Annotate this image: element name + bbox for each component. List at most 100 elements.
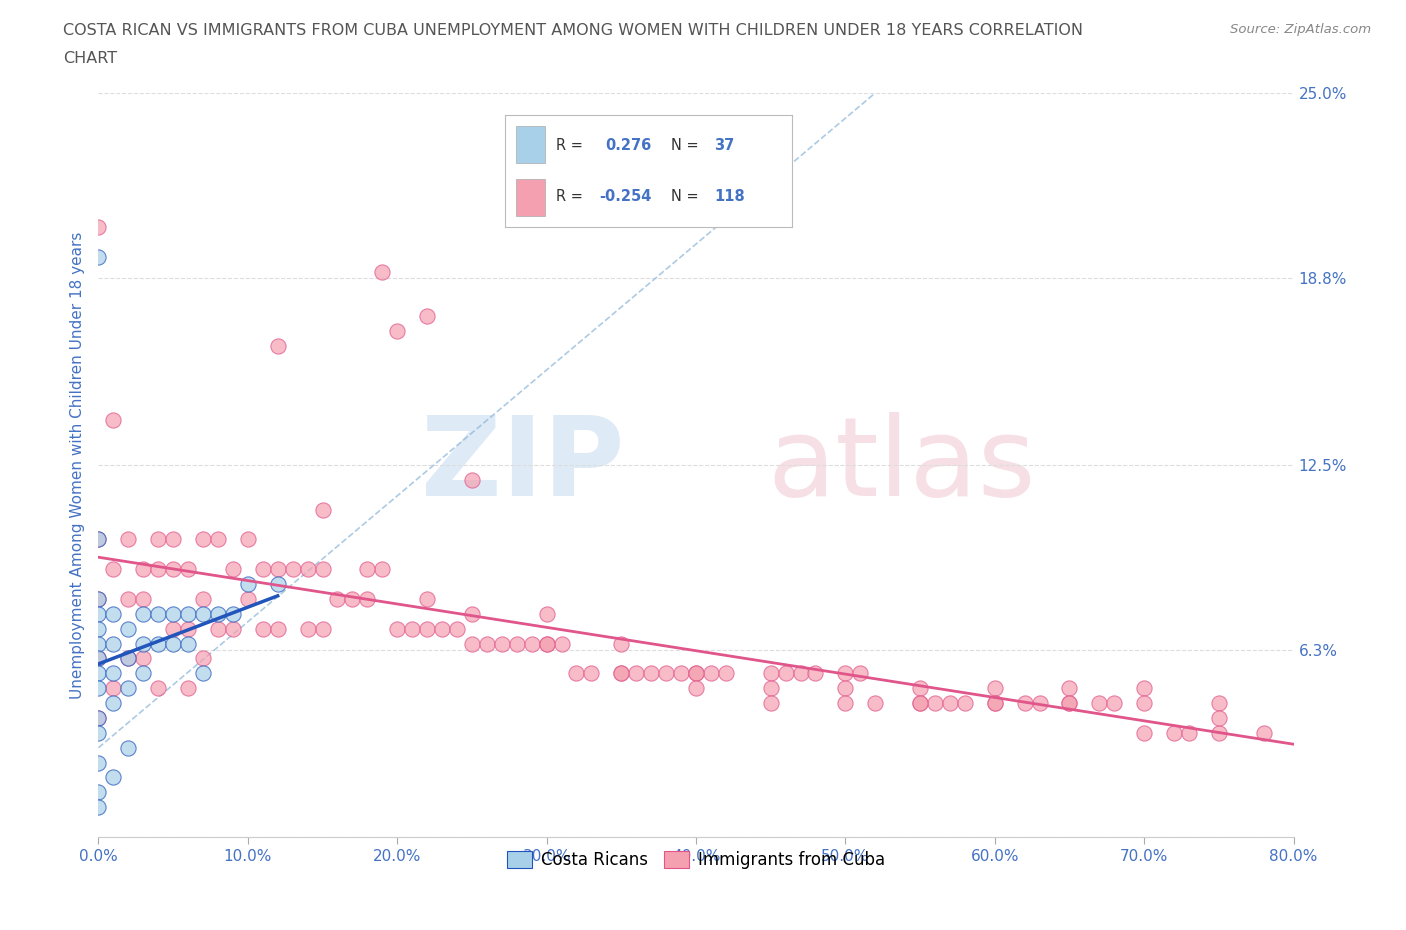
Point (610, 666, 633, 681)
Point (103, 681, 125, 696)
Point (162, 636, 184, 651)
Point (162, 621, 184, 636)
Point (87, 681, 110, 696)
Point (908, 681, 931, 696)
Point (311, 562, 333, 577)
Point (162, 532, 184, 547)
Point (132, 651, 155, 666)
Point (297, 621, 319, 636)
Point (953, 696, 976, 711)
Point (1088, 696, 1111, 711)
Point (103, 696, 125, 711)
Point (430, 621, 453, 636)
Text: atlas: atlas (768, 411, 1036, 519)
Point (1253, 725, 1275, 740)
Point (536, 636, 558, 651)
Point (177, 681, 200, 696)
Point (87, 666, 110, 681)
Point (371, 264, 394, 279)
Point (461, 606, 484, 621)
Point (311, 502, 333, 517)
Point (640, 666, 662, 681)
Point (984, 696, 1007, 711)
Point (117, 621, 139, 636)
Point (236, 532, 259, 547)
Point (536, 606, 558, 621)
Point (834, 696, 856, 711)
Point (1059, 696, 1081, 711)
Point (117, 532, 139, 547)
Point (356, 591, 378, 606)
Point (191, 591, 214, 606)
Point (506, 636, 529, 651)
Point (236, 591, 259, 606)
Point (132, 636, 155, 651)
Point (281, 562, 304, 577)
Point (714, 666, 737, 681)
Point (416, 591, 439, 606)
Point (610, 636, 633, 651)
Point (87, 636, 110, 651)
Point (759, 666, 782, 681)
Point (87, 621, 110, 636)
Point (117, 651, 139, 666)
Point (700, 666, 723, 681)
Point (536, 636, 558, 651)
Text: COSTA RICAN VS IMMIGRANTS FROM CUBA UNEMPLOYMENT AMONG WOMEN WITH CHILDREN UNDER: COSTA RICAN VS IMMIGRANTS FROM CUBA UNEM… (63, 23, 1083, 38)
Point (87, 755, 110, 770)
Point (252, 562, 274, 577)
Point (685, 666, 707, 681)
Point (148, 606, 170, 621)
Point (191, 606, 214, 621)
Point (87, 800, 110, 815)
Point (267, 562, 290, 577)
Point (865, 696, 887, 711)
Point (565, 666, 588, 681)
Point (416, 309, 439, 324)
Point (1133, 681, 1156, 696)
Point (117, 591, 139, 606)
Point (356, 562, 378, 577)
Point (103, 413, 125, 428)
Point (103, 770, 125, 785)
Point (550, 636, 572, 651)
Point (834, 666, 856, 681)
Point (804, 666, 827, 681)
Point (520, 636, 543, 651)
Text: ZIP: ZIP (420, 411, 624, 519)
Point (1178, 725, 1201, 740)
Point (908, 696, 931, 711)
Point (222, 606, 245, 621)
Point (132, 562, 155, 577)
Point (148, 562, 170, 577)
Point (461, 472, 484, 487)
Text: Source: ZipAtlas.com: Source: ZipAtlas.com (1230, 23, 1371, 36)
Point (1208, 711, 1230, 725)
Point (87, 606, 110, 621)
Point (177, 621, 200, 636)
Point (87, 711, 110, 725)
Point (610, 666, 633, 681)
Point (267, 339, 290, 353)
Point (984, 696, 1007, 711)
Point (1163, 725, 1185, 740)
Point (87, 651, 110, 666)
Point (148, 532, 170, 547)
Point (655, 666, 678, 681)
Point (1028, 696, 1050, 711)
Point (117, 681, 139, 696)
Point (148, 636, 170, 651)
Point (1014, 696, 1036, 711)
Point (385, 324, 409, 339)
Point (132, 606, 155, 621)
Point (87, 591, 110, 606)
Point (685, 666, 707, 681)
Point (87, 651, 110, 666)
Point (908, 696, 931, 711)
Point (685, 681, 707, 696)
Point (236, 577, 259, 591)
Point (984, 681, 1007, 696)
Point (385, 621, 409, 636)
Point (311, 621, 333, 636)
Point (207, 606, 229, 621)
